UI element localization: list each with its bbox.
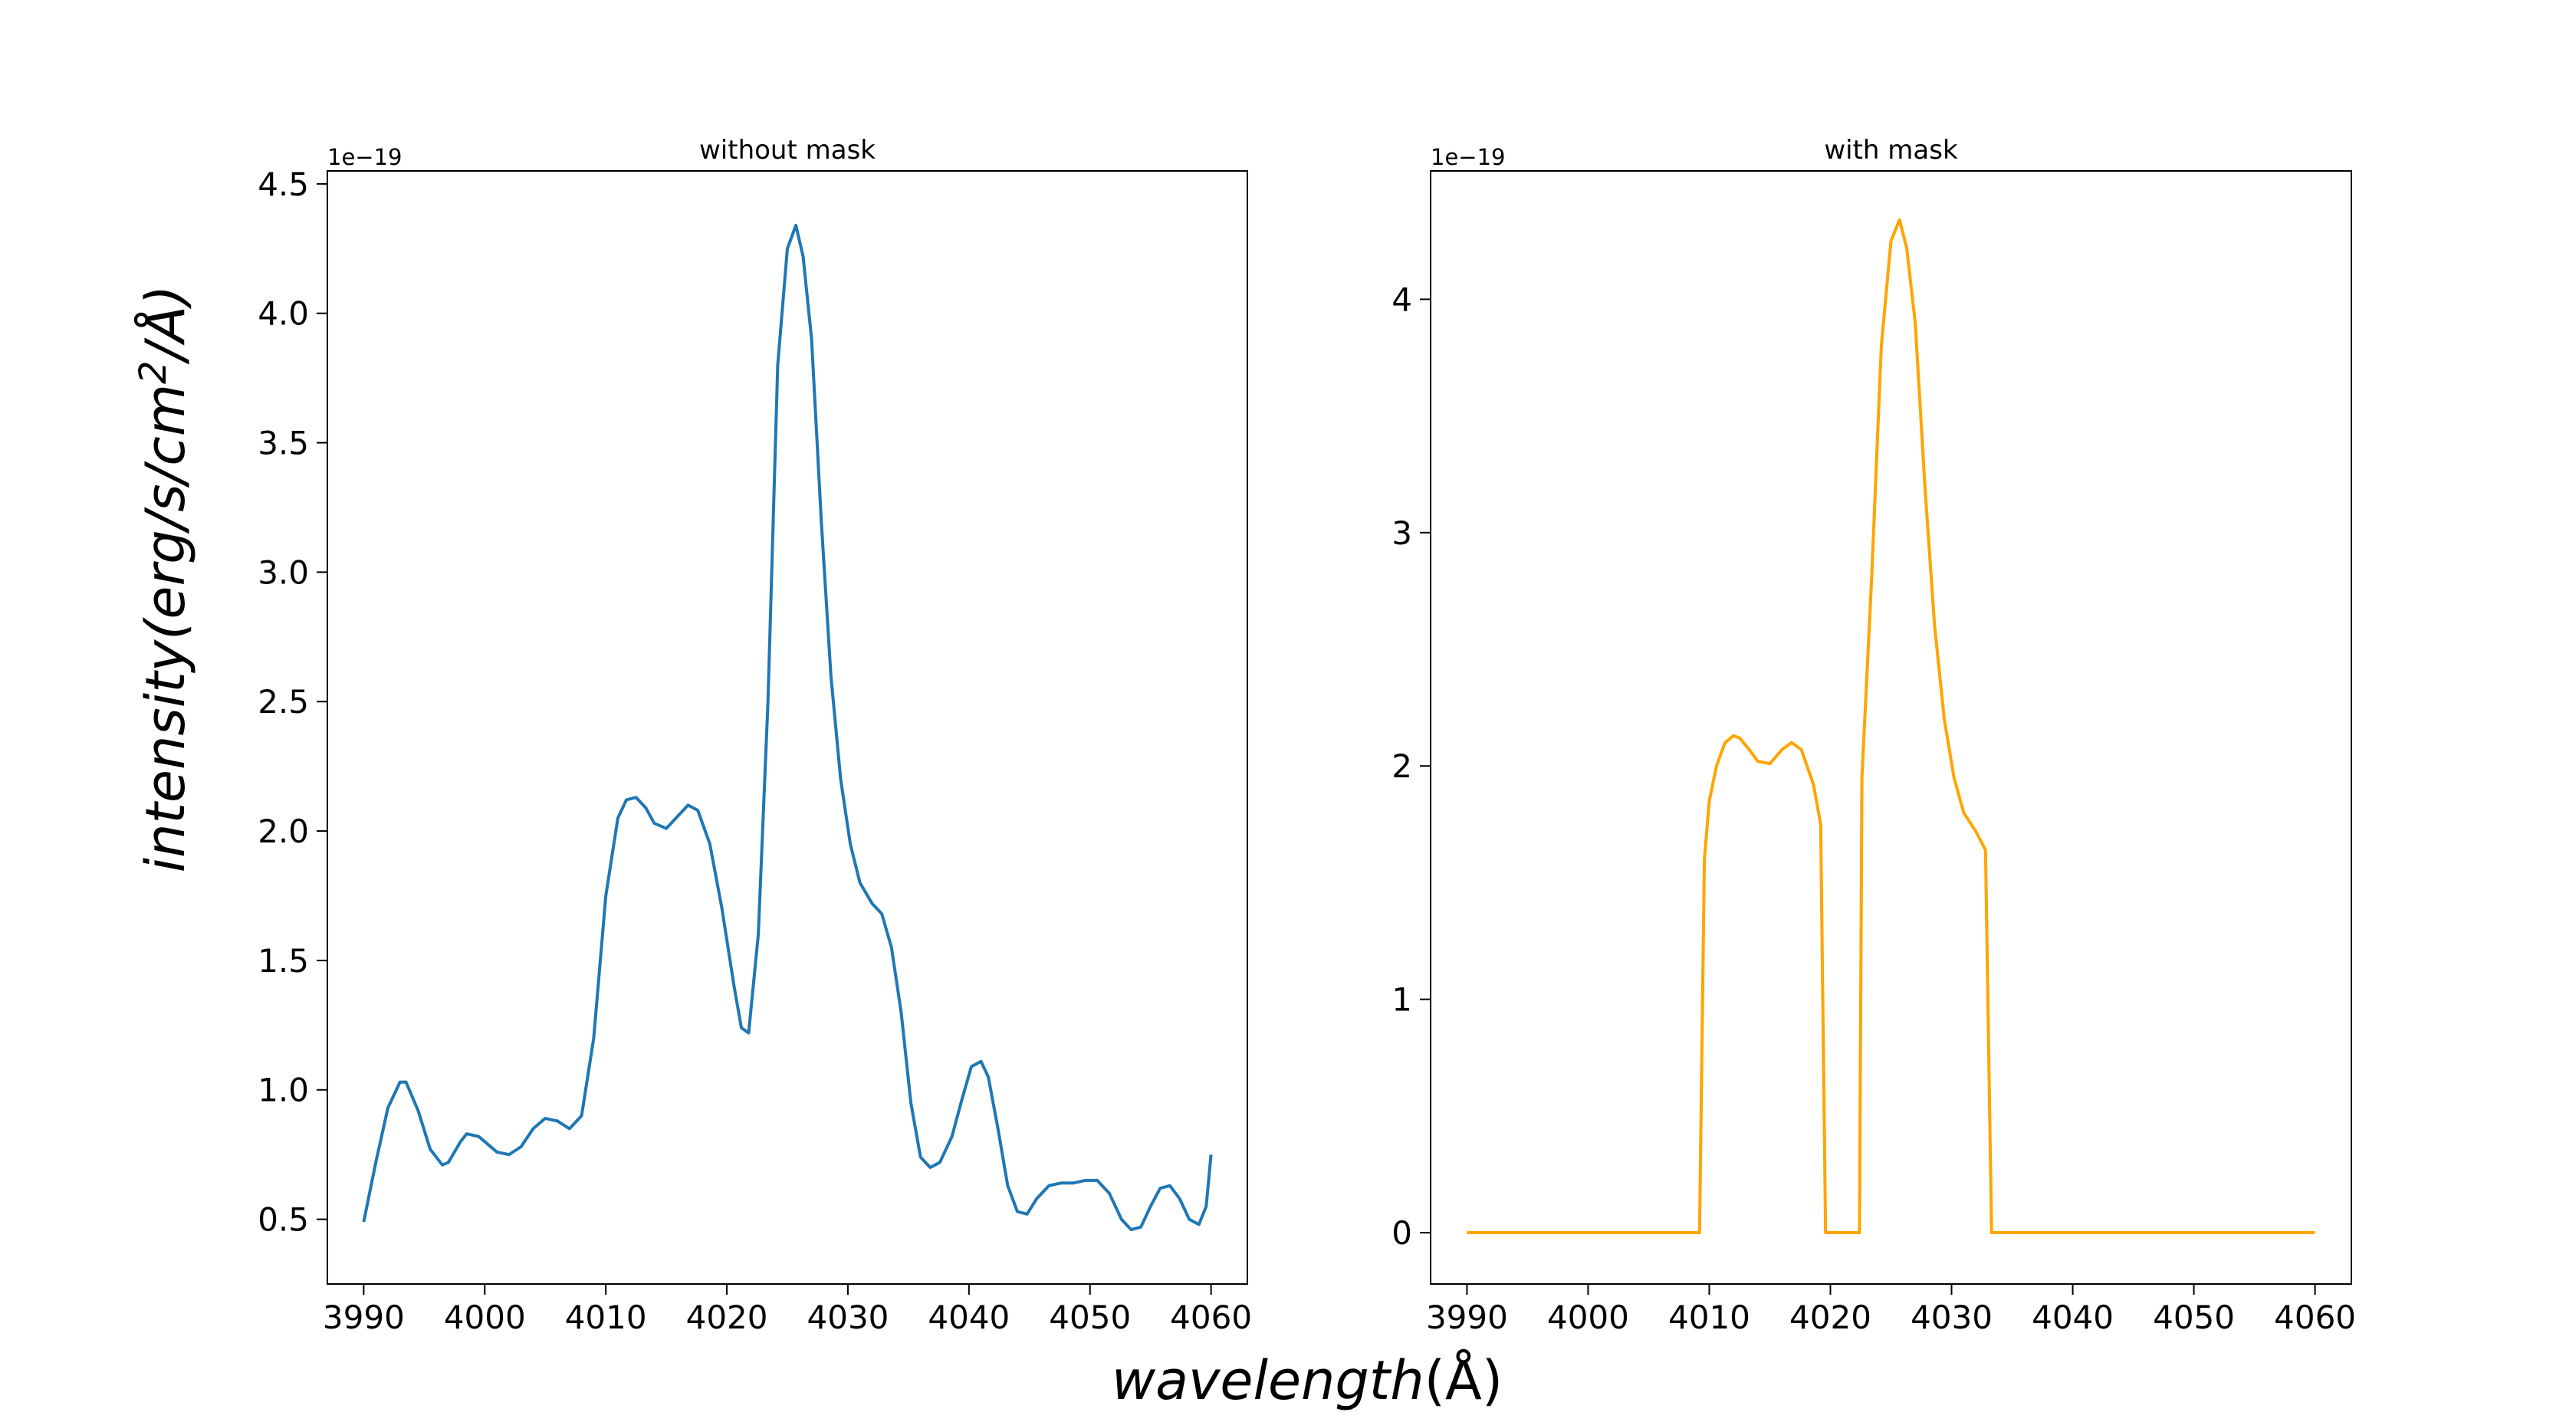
left-ytick-label: 1.0 [258,1072,309,1109]
left-ytick-label: 1.5 [258,942,309,980]
y-axis-label-post: /Å) [134,285,197,366]
right-xtick-label: 4040 [2032,1299,2114,1336]
right-ytick-label: 2 [1392,747,1412,785]
left-xtick-label: 4020 [686,1299,768,1336]
subplot-without-mask: 3990 4000 4010 4020 4030 4040 4050 4060 0.5 1.0 1.… [258,135,1252,1336]
left-xtick-label: 4010 [565,1299,647,1336]
right-xtick-label: 4060 [2274,1299,2356,1336]
left-ytick-label: 2.0 [258,813,309,850]
x-axis-label-unit: (Å) [1424,1349,1503,1412]
x-axis-label: wavelength(Å) [1112,1349,1503,1412]
left-ytick-label: 2.5 [258,683,309,721]
left-ticks: 3990 4000 4010 4020 4030 4040 4050 4060 0.5 1.0 1.… [258,166,1252,1336]
left-xtick-label: 4000 [444,1299,526,1336]
left-ytick-label: 4.5 [258,166,309,203]
left-xtick-label: 4040 [928,1299,1010,1336]
left-ytick-label: 0.5 [258,1201,309,1239]
right-offset-text: 1e−19 [1431,144,1506,170]
left-xtick-label: 4060 [1170,1299,1252,1336]
left-series-line [362,223,1213,1232]
right-ytick-label: 4 [1392,281,1412,318]
left-xtick-label: 4030 [807,1299,889,1336]
right-xtick-label: 4010 [1668,1299,1750,1336]
y-axis-label-pre: intensity(erg/s/cm [134,384,197,872]
subplot-with-mask: 3990 4000 4010 4020 4030 4040 4050 4060 0 1 2 3 4 wi… [1392,135,2356,1336]
left-plot-title: without mask [699,135,876,166]
y-axis-label-sup: 2 [132,360,175,384]
left-ytick-label: 3.0 [258,553,309,591]
left-xtick-label: 3990 [323,1299,405,1336]
right-plot-title: with mask [1824,135,1958,166]
left-ytick-label: 3.5 [258,425,309,462]
right-xtick-label: 4050 [2153,1299,2235,1336]
right-ytick-label: 3 [1392,514,1412,552]
right-ytick-label: 0 [1392,1214,1412,1252]
left-ytick-label: 4.0 [258,295,309,333]
right-series-line [1467,218,2315,1234]
right-ticks: 3990 4000 4010 4020 4030 4040 4050 4060 0 1 2 3 4 [1392,281,2356,1336]
right-xtick-label: 3990 [1426,1299,1508,1336]
left-xtick-label: 4050 [1049,1299,1131,1336]
x-axis-label-var: wavelength [1112,1349,1424,1412]
left-plot-frame [327,170,1248,1285]
right-plot-frame [1430,170,2352,1285]
right-xtick-label: 4020 [1789,1299,1871,1336]
right-xtick-label: 4030 [1911,1299,1993,1336]
y-axis-label: intensity(erg/s/cm2/Å) [132,285,197,873]
right-xtick-label: 4000 [1547,1299,1629,1336]
left-offset-text: 1e−19 [327,144,402,170]
right-ytick-label: 1 [1392,981,1412,1019]
